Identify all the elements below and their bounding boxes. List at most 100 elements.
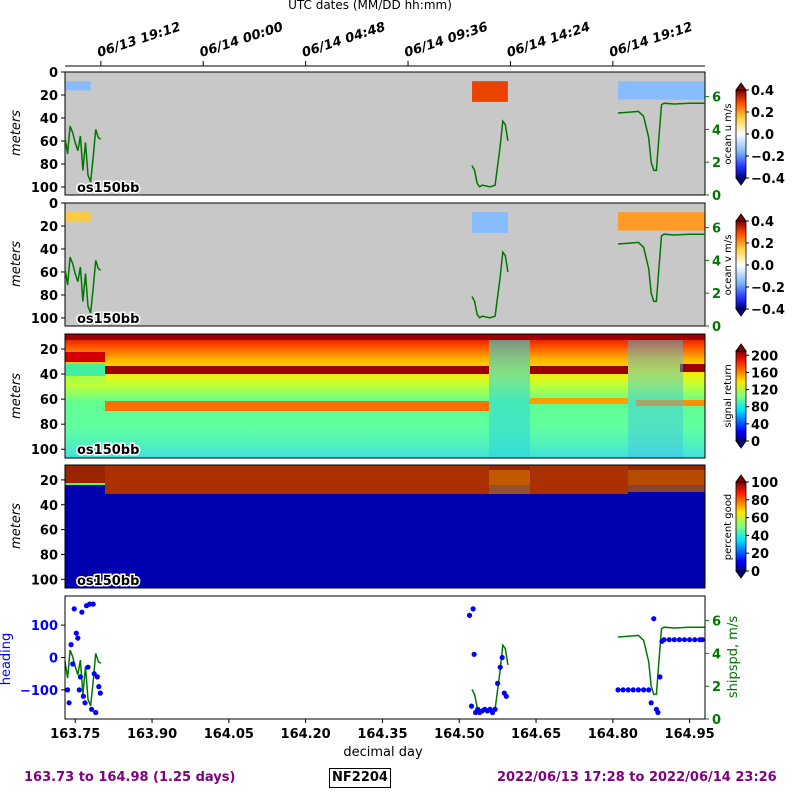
top-axis-ticks: 06/13 19:12 06/14 00:00 06/14 04:48 06/14 0…: [95, 20, 695, 66]
ocean-v-y-ticks: 0 20 40 60 80 100: [31, 197, 65, 327]
shipspd-overlay-line: [471, 250, 509, 319]
heading-ylabel: heading: [0, 633, 14, 686]
colorbar-tick-label: 40: [751, 418, 769, 433]
colorbar-tick-label: 0: [751, 435, 760, 450]
depth-tick-label: 40: [40, 243, 58, 258]
depth-tick-label: 0: [49, 66, 58, 81]
heading-point: [657, 674, 663, 680]
heading-point: [96, 684, 102, 690]
heading-point: [630, 687, 636, 693]
velocity-data-block: [617, 81, 705, 100]
heading-point: [75, 635, 81, 641]
colorbar-tick-label: 160: [751, 366, 778, 381]
shipspd-ylabel: shipspd, m/s: [726, 616, 741, 698]
footer-day-range: 163.73 to 164.98 (1.25 days): [24, 770, 236, 785]
heading-point: [681, 637, 688, 643]
ocean-u-colorbar: [735, 89, 747, 179]
shipspd-tick-label: 6: [712, 615, 721, 630]
speed-tick-label: 6: [712, 222, 721, 237]
speed-tick-label: 0: [712, 189, 721, 204]
colorbar-tick-label: 40: [751, 529, 769, 544]
decimal-day-x-ticks: 163.75 163.90 164.05 164.20 164.35 164.50 164.…: [50, 719, 715, 742]
ocean-v-speed-ticks: 0 2 4 6: [705, 222, 721, 335]
ocean-u-nodata: [65, 72, 705, 195]
signal-return-colorbar-label: signal return: [723, 364, 734, 427]
depth-tick-label: 0: [49, 197, 58, 212]
percent-good-ylabel: meters: [9, 503, 24, 549]
heading-tick-label: 0: [49, 652, 58, 667]
heading-point: [89, 706, 95, 712]
heading-point: [97, 690, 103, 696]
colorbar-tick-label: 0.2: [751, 237, 774, 252]
colorbar-tick-label: −0.2: [751, 150, 785, 165]
shipspd-line: [617, 626, 705, 696]
heading-point: [692, 637, 698, 643]
ocean-v-colorbar: [735, 220, 747, 310]
ocean-u-data-blocks: [65, 81, 705, 102]
ocean-v-colorbar-ticks: 0.4 0.2 0.0 −0.2 −0.4: [746, 215, 785, 318]
heading-point: [625, 687, 631, 693]
ocean-v-colorbar-bottom-arrow: [735, 308, 747, 317]
colorbar-tick-label: 0.2: [751, 106, 774, 121]
colorbar-tick-label: −0.2: [751, 281, 785, 296]
colorbar-tick-label: 200: [751, 349, 778, 364]
day-tick-label: 163.75: [50, 727, 100, 742]
signal-return-background: [65, 334, 705, 458]
percent-good-edge-green: [65, 483, 105, 485]
percent-good-colorbar-label: percent good: [723, 494, 734, 560]
velocity-data-block: [472, 81, 508, 102]
heading-point: [93, 709, 99, 716]
day-tick-label: 164.80: [588, 727, 638, 742]
shipspd-overlay-line: [617, 233, 705, 303]
top-axis-title: UTC dates (MM/DD hh:mm): [288, 0, 452, 12]
percent-good-instrument-label: os150bb: [77, 574, 139, 589]
ocean-u-colorbar-top-arrow: [735, 82, 747, 91]
colorbar-tick-label: 20: [751, 547, 769, 562]
day-tick-label: 164.65: [511, 727, 561, 742]
heading-point: [77, 674, 83, 680]
depth-tick-label: 80: [40, 158, 58, 173]
colorbar-tick-label: 0.4: [751, 84, 774, 99]
top-tick-label: 06/14 14:24: [505, 20, 592, 61]
signal-return-band-62m-c: [636, 400, 705, 406]
colorbar-tick-label: −0.4: [751, 172, 785, 187]
heading-point: [73, 630, 79, 636]
shipspd-tick-label: 4: [712, 647, 721, 662]
depth-tick-label: 40: [40, 112, 58, 127]
heading-point: [80, 693, 86, 699]
day-tick-label: 164.50: [434, 727, 484, 742]
signal-return-band-35m-c: [680, 364, 705, 372]
percent-good-y-ticks: 20 40 60 80 100: [31, 474, 65, 588]
ocean-u-instrument-label: os150bb: [77, 181, 139, 196]
heading-point: [82, 700, 88, 706]
top-date-axis: UTC dates (MM/DD hh:mm) 06/13 19:12 06/14…: [65, 0, 705, 67]
colorbar-tick-label: 0.4: [751, 215, 774, 230]
colorbar-tick-label: 80: [751, 494, 769, 509]
signal-return-colorbar: [735, 350, 747, 442]
heading-point: [470, 606, 476, 612]
percent-good-colorbar-top-arrow: [735, 474, 747, 483]
ocean-v-nodata: [65, 203, 705, 326]
speed-tick-label: 4: [712, 123, 721, 138]
day-tick-label: 164.95: [665, 727, 715, 742]
cruise-id-box: NF2204: [329, 768, 391, 788]
shipspd-overlay-line: [471, 119, 509, 188]
signal-return-panel: os150bb meters 20 40 60 80 100 200 160 120 80 40…: [9, 333, 778, 460]
velocity-data-block: [472, 212, 508, 233]
depth-tick-label: 60: [40, 266, 58, 281]
colorbar-tick-label: 100: [751, 476, 778, 491]
percent-good-colorbar: [735, 481, 747, 572]
depth-tick-label: 80: [40, 418, 58, 433]
signal-return-colorbar-bottom-arrow: [735, 440, 747, 449]
heading-point: [492, 706, 498, 712]
heading-tick-label: 100: [31, 619, 58, 634]
top-tick-label: 06/14 00:00: [198, 20, 285, 61]
percent-good-mid-band-b: [530, 465, 628, 494]
heading-panel-background: [65, 596, 705, 719]
depth-tick-label: 40: [40, 368, 58, 383]
velocity-data-block: [65, 212, 91, 222]
heading-point: [94, 674, 100, 680]
ocean-u-colorbar-label: ocean u m/s: [723, 103, 734, 164]
